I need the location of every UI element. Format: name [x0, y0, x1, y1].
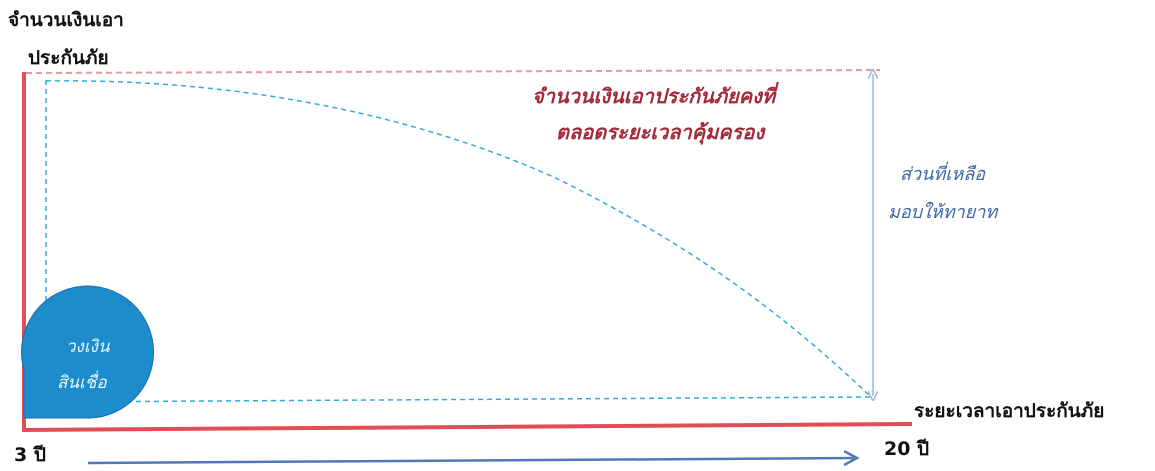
bottom-dashed-guide [45, 396, 871, 403]
end-period-label: 20 ปี [884, 438, 930, 460]
y-axis-label-line2: ประกันภัย [28, 47, 109, 69]
x-axis [21, 422, 913, 432]
remainder-note-line1: ส่วนที่เหลือ [900, 164, 986, 185]
loan-bubble-line2: สินเชื่อ [57, 373, 107, 393]
loan-limit-bubble [21, 285, 155, 419]
remainder-note-line2: มอบให้ทายาท [888, 202, 998, 223]
x-axis-label: ระยะเวลาเอาประกันภัย [914, 400, 1105, 422]
coverage-note-line1: จำนวนเงินเอาประกันภัยคงที่ [532, 84, 776, 108]
start-period-label: 3 ปี [14, 444, 46, 466]
decreasing-balance-curve [45, 80, 871, 397]
loan-bubble-line1: วงเงิน [66, 337, 110, 357]
coverage-note-line2: ตลอดระยะเวลาคุ้มครอง [556, 120, 765, 144]
y-axis-label-line1: จำนวนเงินเอา [8, 9, 124, 31]
timeline-arrow [87, 458, 856, 463]
constant-coverage-line [25, 69, 881, 74]
